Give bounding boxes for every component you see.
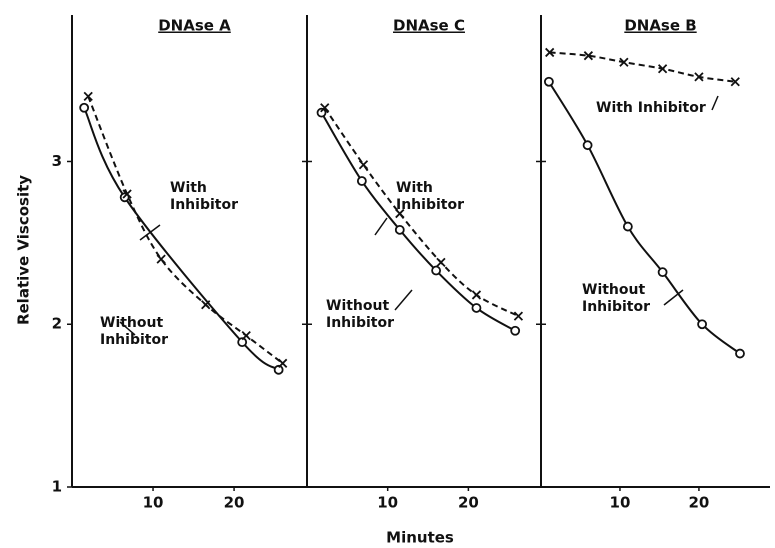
y-tick-label: 2 — [52, 315, 62, 333]
annotation-leader — [139, 224, 161, 241]
x-tick-label: 20 — [688, 494, 709, 512]
point — [122, 189, 132, 199]
point — [697, 319, 707, 330]
point — [431, 265, 442, 276]
panel-title: DNAse A — [158, 17, 231, 35]
point — [356, 176, 367, 186]
point — [657, 64, 668, 74]
point — [510, 325, 521, 336]
point — [735, 348, 745, 359]
annotation-leader — [374, 217, 388, 236]
annotation: With Inhibitor — [170, 180, 238, 213]
point — [543, 76, 554, 87]
point — [582, 140, 593, 151]
point — [156, 254, 166, 264]
x-tick-label: 10 — [143, 494, 164, 512]
point — [395, 208, 405, 219]
point — [358, 160, 369, 170]
point — [622, 221, 633, 232]
point — [237, 337, 248, 348]
x-axis-label: Minutes — [386, 529, 454, 547]
x-tick-label: 20 — [458, 494, 479, 512]
point — [273, 364, 284, 375]
y-tick-label: 1 — [52, 478, 62, 496]
x-tick-label: 10 — [377, 494, 398, 512]
point — [320, 103, 330, 113]
annotation: With Inhibitor — [596, 100, 706, 116]
point — [241, 330, 251, 341]
point — [316, 107, 327, 118]
y-tick-label: 3 — [52, 152, 62, 170]
point — [471, 290, 482, 300]
annotation: Without Inhibitor — [100, 315, 168, 348]
panel-title: DNAse B — [624, 17, 696, 35]
panel-title: DNAse C — [393, 17, 465, 35]
y-axis-label: Relative Viscosity — [15, 175, 33, 325]
annotation-leader — [394, 289, 413, 311]
annotation: Without Inhibitor — [326, 298, 394, 331]
x-tick-label: 20 — [224, 494, 245, 512]
point — [471, 303, 482, 313]
point — [657, 267, 668, 278]
series-line — [549, 51, 736, 83]
annotation-leader — [119, 321, 136, 336]
point — [545, 47, 555, 58]
annotation: With Inhibitor — [396, 180, 464, 213]
point — [694, 72, 704, 82]
annotation: Without Inhibitor — [582, 282, 650, 315]
annotation-leader — [711, 95, 719, 111]
annotation-leader — [663, 289, 684, 306]
point — [583, 51, 594, 61]
point — [79, 102, 90, 113]
point — [730, 77, 740, 87]
point — [619, 57, 629, 67]
point — [201, 300, 211, 310]
series-line — [83, 107, 280, 371]
x-tick-label: 10 — [610, 494, 631, 512]
point — [513, 311, 524, 321]
point — [278, 358, 288, 368]
point — [83, 91, 93, 102]
point — [436, 257, 446, 268]
point — [394, 224, 405, 235]
